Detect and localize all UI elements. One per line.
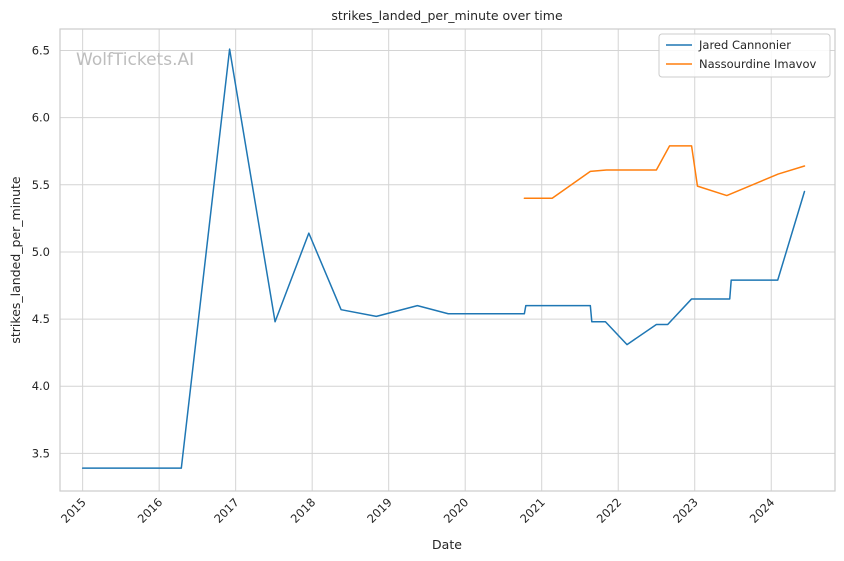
legend: Jared Cannonier Nassourdine Imavov [658,33,831,78]
series-line-jared-cannonier [81,48,806,469]
grid [60,29,835,491]
x-axis-label: Date [432,537,462,552]
y-tick-label: 6.0 [32,111,50,125]
watermark: WolfTickets.AI [76,50,194,70]
plot-frame [59,28,836,492]
y-tick-label: 4.5 [32,312,50,326]
legend-box [658,33,831,78]
chart-title: strikes_landed_per_minute over time [331,8,563,23]
legend-label-nassourdine-imavov: Nassourdine Imavov [699,57,816,71]
series-lines [81,48,806,469]
series-line-nassourdine-imavov [523,145,806,199]
y-axis-label: strikes_landed_per_minute [8,176,23,344]
y-tick-label: 4.0 [32,379,50,393]
y-axis-ticks: 3.5 4.0 4.5 5.0 5.5 6.0 6.5 [32,43,50,460]
legend-label-jared-cannonier: Jared Cannonier [698,38,791,52]
y-tick-label: 3.5 [32,446,50,460]
y-tick-label: 6.5 [32,43,50,57]
y-tick-label: 5.0 [32,245,50,259]
y-tick-label: 5.5 [32,178,50,192]
